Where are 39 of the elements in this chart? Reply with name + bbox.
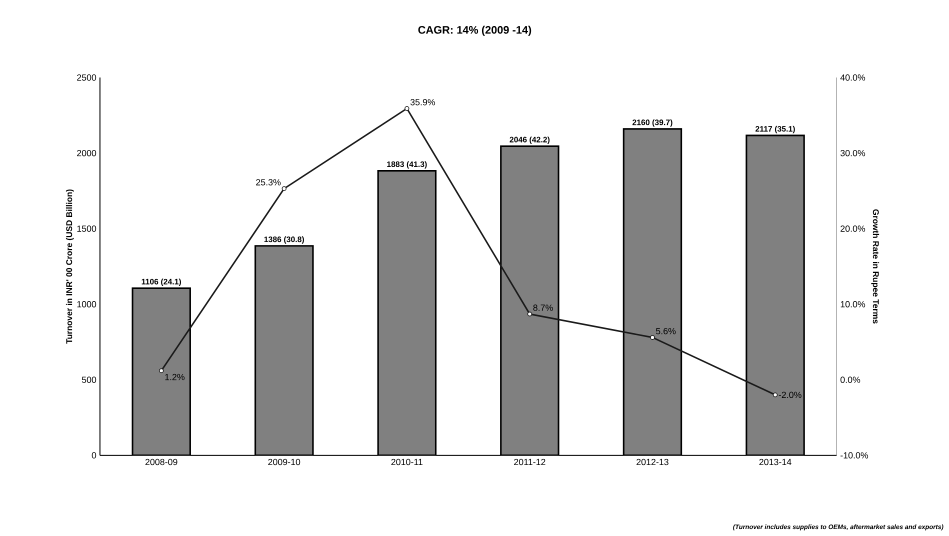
point: [650, 335, 655, 340]
data-label: 1.2%: [165, 374, 185, 380]
y-tick-label: 2500: [77, 74, 96, 81]
y2-tick-label: -10.0%: [840, 452, 868, 459]
x-tick-label: 2008-09: [145, 458, 178, 466]
point: [527, 312, 532, 316]
bar: [622, 128, 682, 456]
x-tick-label: 2012-13: [636, 458, 668, 466]
y-tick-label: 2000: [77, 150, 96, 156]
data-label: 5.6%: [656, 328, 676, 334]
y-tick-label: 1000: [77, 301, 96, 308]
y2-axis-title: Growth Rate in Rupee Terms: [871, 209, 880, 324]
y2-tick-label: 0.0%: [840, 376, 860, 383]
y2-tick-label: 20.0%: [840, 226, 866, 232]
bar: [500, 145, 560, 456]
y-tick-label: 1500: [77, 226, 96, 232]
data-label: 8.7%: [533, 304, 553, 311]
bar: [746, 134, 805, 456]
data-label: 35.9%: [410, 99, 436, 106]
bar: [254, 245, 314, 456]
y-tick-label: 0: [92, 452, 96, 459]
y2-tick-label: 40.0%: [840, 74, 866, 81]
x-tick-label: 2013-14: [759, 458, 792, 466]
x-tick-label: 2009-10: [268, 458, 300, 466]
x-tick-label: 2011-12: [514, 458, 546, 466]
y-tick-label: 500: [82, 376, 96, 383]
bar: [132, 287, 191, 456]
data-label: 25.3%: [256, 179, 281, 186]
point: [772, 392, 778, 398]
point: [282, 186, 287, 192]
bar: [377, 170, 437, 456]
y2-tick-label: 30.0%: [840, 150, 866, 156]
chart-title: CAGR: 14% (2009 -14): [418, 26, 532, 36]
point: [158, 368, 164, 374]
y2-tick-label: 10.0%: [840, 301, 866, 308]
x-tick-label: 2010-11: [391, 458, 422, 466]
point: [404, 106, 410, 111]
data-label: -2.0%: [778, 392, 802, 398]
y-axis-title: Turnover in INR' 00 Crore (USD Billion): [66, 190, 74, 344]
